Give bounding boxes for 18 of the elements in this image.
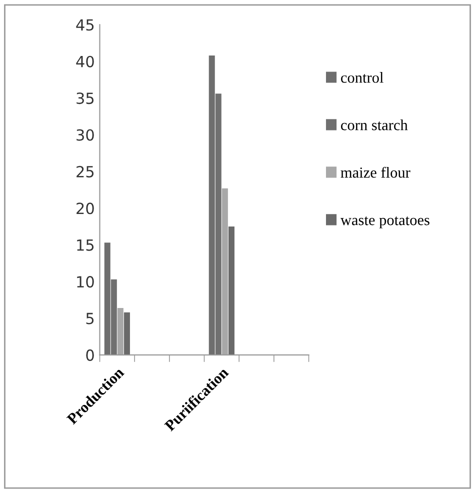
y-tick-label: 25: [76, 166, 94, 178]
y-tick-label: 35: [76, 92, 94, 104]
y-tick-label: 45: [76, 19, 94, 31]
legend-label: control: [341, 72, 384, 83]
y-tick-label: 40: [76, 56, 94, 68]
bar: [222, 188, 228, 355]
bar: [117, 308, 124, 355]
y-tick-label: 10: [77, 276, 94, 288]
legend-label: waste potatoes: [340, 216, 430, 228]
y-tick-label: 30: [76, 129, 94, 141]
bar: [124, 312, 130, 355]
bar: [228, 226, 234, 355]
y-tick-label: 20: [76, 202, 94, 214]
y-tick-label: 5: [86, 312, 94, 324]
y-tick-label: 0: [86, 349, 94, 361]
y-tick-label: 15: [77, 240, 94, 251]
legend-label: corn starch: [341, 120, 408, 130]
legend-label: maize flour: [340, 166, 410, 178]
